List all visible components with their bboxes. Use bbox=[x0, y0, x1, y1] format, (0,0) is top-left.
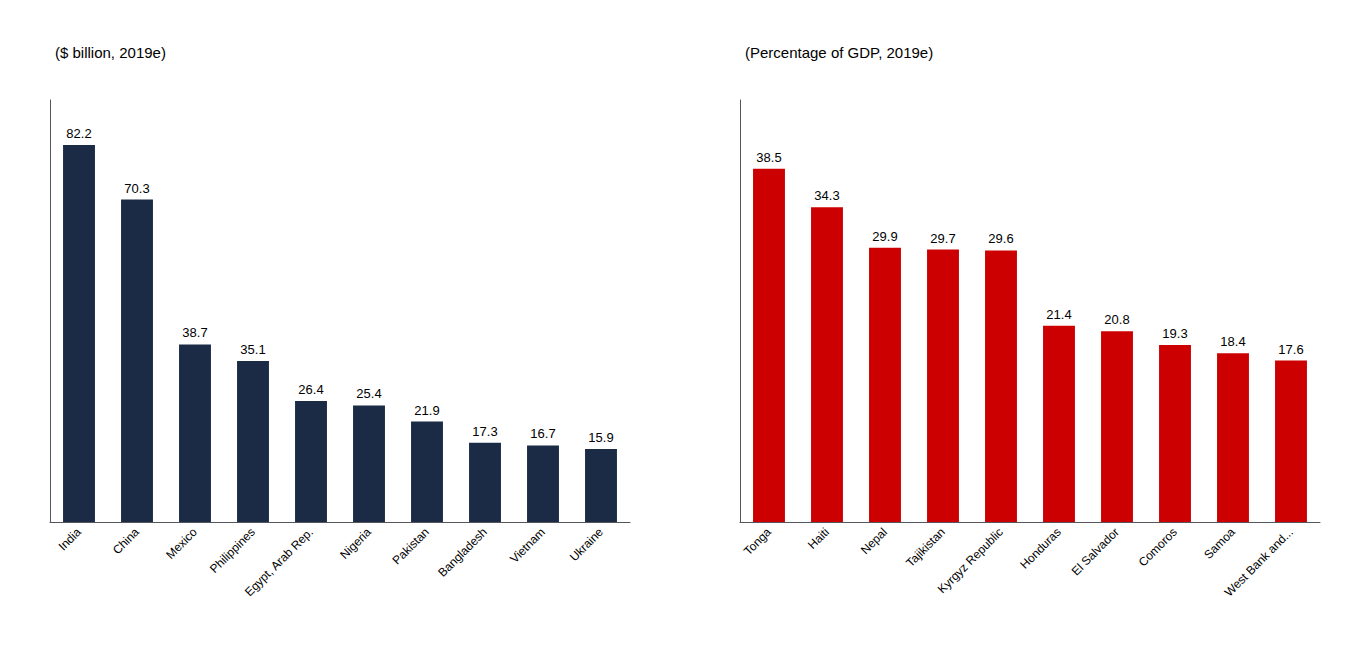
svg-text:Nepal: Nepal bbox=[858, 525, 890, 557]
svg-text:29.9: 29.9 bbox=[872, 229, 897, 244]
svg-text:29.6: 29.6 bbox=[988, 231, 1013, 246]
svg-text:Tonga: Tonga bbox=[741, 525, 774, 558]
svg-text:China: China bbox=[110, 525, 142, 557]
svg-text:Comoros: Comoros bbox=[1136, 525, 1180, 569]
svg-text:Bangladesh: Bangladesh bbox=[435, 525, 490, 580]
svg-text:(Percentage of GDP, 2019e): (Percentage of GDP, 2019e) bbox=[745, 44, 933, 61]
svg-text:25.4: 25.4 bbox=[356, 386, 381, 401]
svg-text:Tajikistan: Tajikistan bbox=[903, 525, 948, 570]
svg-text:India: India bbox=[56, 525, 85, 554]
svg-text:34.3: 34.3 bbox=[814, 188, 839, 203]
svg-text:Nigeria: Nigeria bbox=[337, 525, 374, 562]
svg-text:16.7: 16.7 bbox=[530, 426, 555, 441]
svg-text:Kyrgyz Republic: Kyrgyz Republic bbox=[935, 525, 1006, 596]
svg-text:Mexico: Mexico bbox=[163, 525, 200, 562]
svg-text:35.1: 35.1 bbox=[240, 342, 265, 357]
svg-text:17.3: 17.3 bbox=[472, 424, 497, 439]
svg-text:38.5: 38.5 bbox=[756, 150, 781, 165]
svg-text:18.4: 18.4 bbox=[1220, 334, 1245, 349]
svg-text:($ billion, 2019e): ($ billion, 2019e) bbox=[55, 44, 166, 61]
svg-text:21.9: 21.9 bbox=[414, 403, 439, 418]
svg-text:82.2: 82.2 bbox=[66, 126, 91, 141]
svg-text:29.7: 29.7 bbox=[930, 231, 955, 246]
svg-text:Ukraine: Ukraine bbox=[567, 525, 606, 564]
svg-text:21.4: 21.4 bbox=[1046, 307, 1071, 322]
svg-text:Vietnam: Vietnam bbox=[507, 525, 548, 566]
svg-text:38.7: 38.7 bbox=[182, 325, 207, 340]
svg-text:26.4: 26.4 bbox=[298, 382, 323, 397]
svg-text:West Bank and...: West Bank and... bbox=[1222, 525, 1296, 599]
svg-text:15.9: 15.9 bbox=[588, 430, 613, 445]
svg-text:70.3: 70.3 bbox=[124, 181, 149, 196]
svg-text:Samoa: Samoa bbox=[1201, 525, 1238, 562]
svg-text:Philippines: Philippines bbox=[207, 525, 258, 576]
svg-text:19.3: 19.3 bbox=[1162, 326, 1187, 341]
svg-text:Haiti: Haiti bbox=[805, 525, 832, 552]
svg-text:17.6: 17.6 bbox=[1278, 342, 1303, 357]
svg-text:Pakistan: Pakistan bbox=[390, 525, 432, 567]
svg-text:Honduras: Honduras bbox=[1017, 525, 1064, 572]
svg-text:El Salvador: El Salvador bbox=[1069, 525, 1122, 578]
svg-text:Egypt, Arab Rep.: Egypt, Arab Rep. bbox=[242, 525, 316, 599]
svg-text:20.8: 20.8 bbox=[1104, 312, 1129, 327]
